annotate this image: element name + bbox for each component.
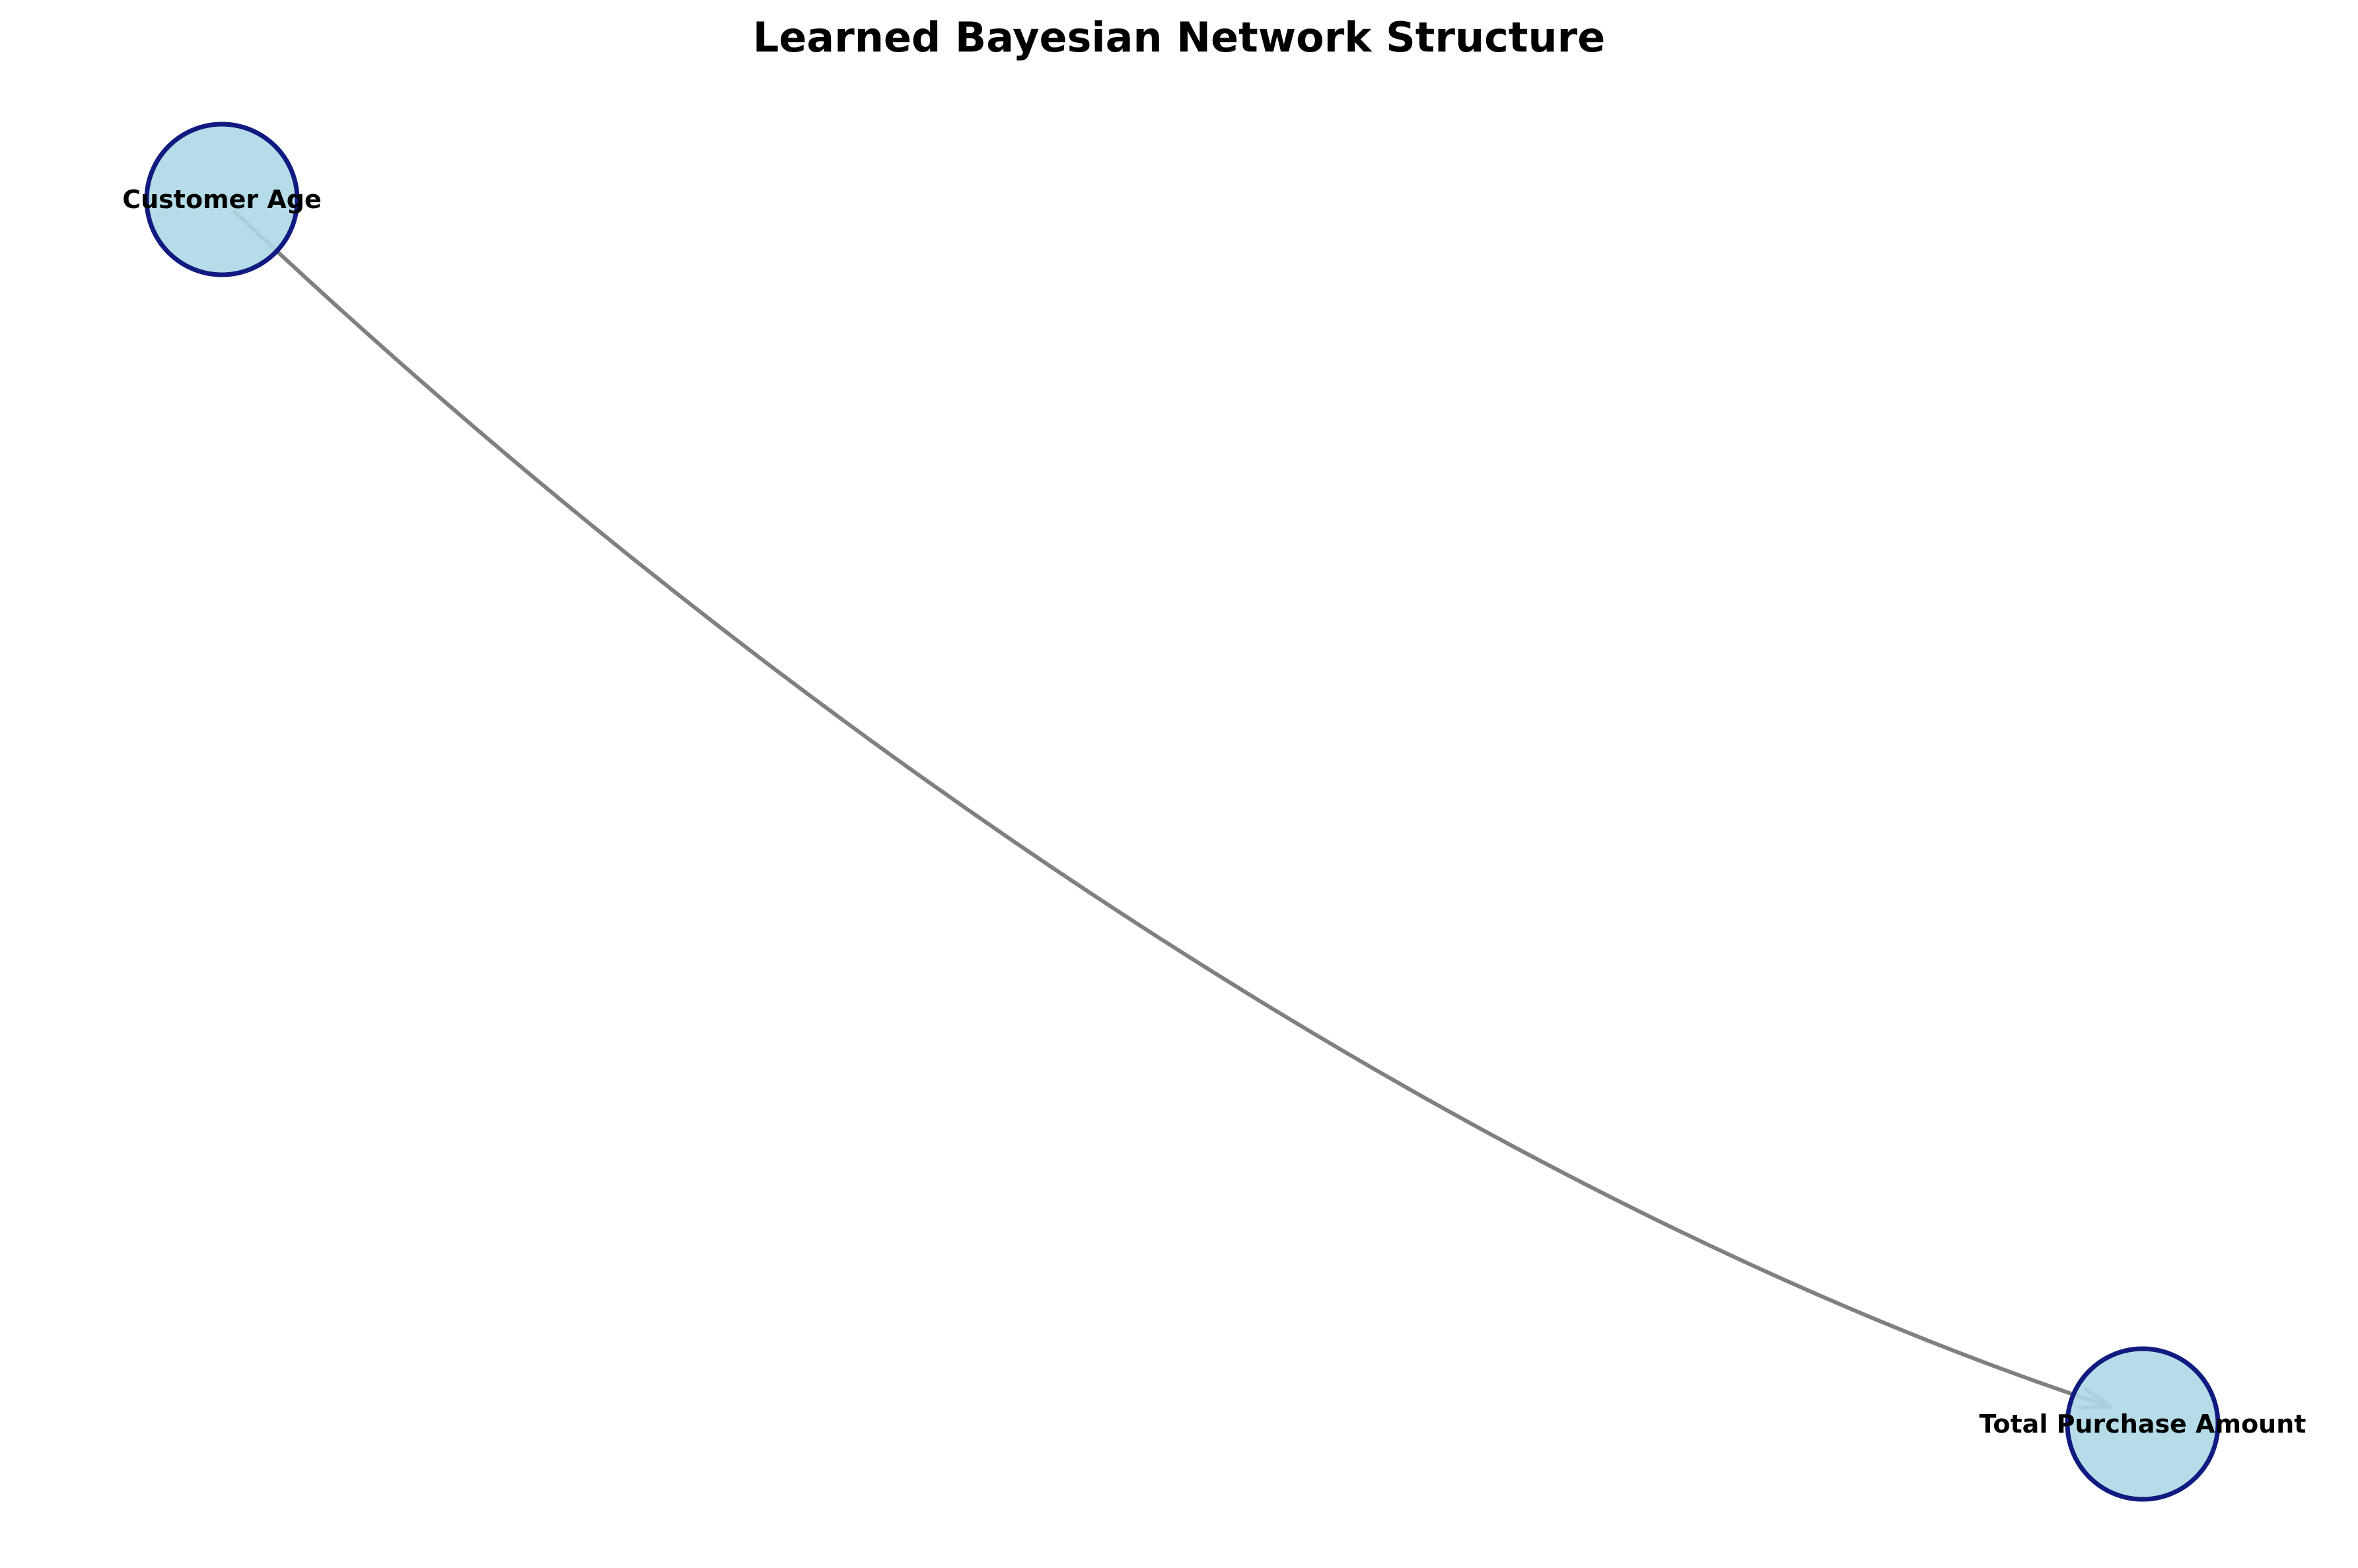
edge-line: [232, 209, 2112, 1409]
node-customer-age[interactable]: Customer Age: [122, 122, 322, 277]
node-label: Customer Age: [122, 185, 322, 214]
edge-customer-age-to-total-purchase-amount: [232, 209, 2112, 1409]
diagram-title: Learned Bayesian Network Structure: [753, 13, 1606, 61]
node-total-purchase-amount[interactable]: Total Purchase Amount: [1980, 1346, 2306, 1502]
node-label: Total Purchase Amount: [1980, 1409, 2306, 1439]
node-circle: [2065, 1346, 2221, 1502]
node-circle: [144, 122, 300, 277]
